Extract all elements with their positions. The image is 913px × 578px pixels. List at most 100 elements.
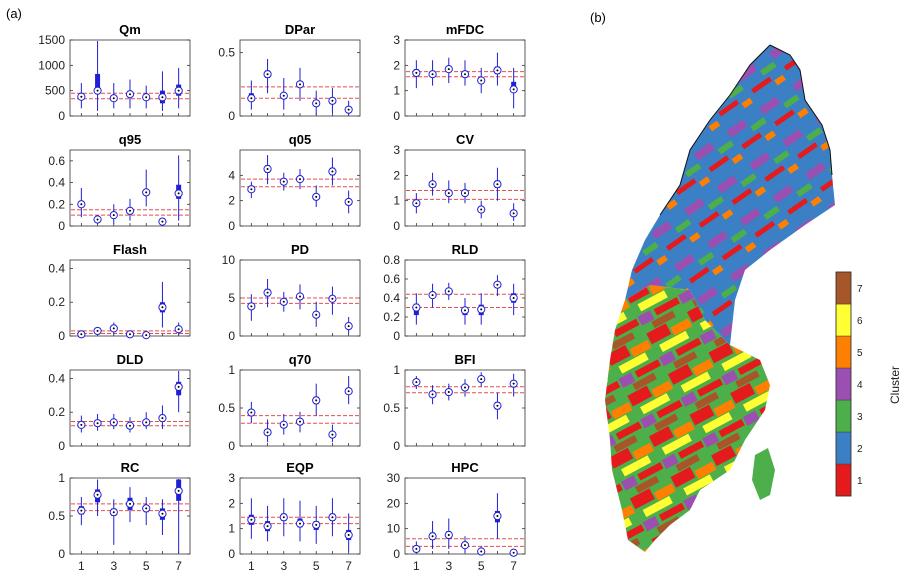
box-cluster-5 bbox=[312, 90, 321, 115]
box-cluster-4 bbox=[125, 79, 135, 109]
y-tick-label: 0.8 bbox=[383, 253, 400, 267]
panel-title: HPC bbox=[451, 460, 479, 475]
median-dot bbox=[80, 423, 83, 426]
x-tick-label: 3 bbox=[445, 559, 452, 573]
box-cluster-1 bbox=[247, 498, 256, 539]
median-dot bbox=[112, 421, 115, 424]
box-cluster-3 bbox=[279, 414, 288, 435]
median-dot bbox=[80, 333, 83, 336]
median-dot bbox=[299, 83, 301, 86]
box-cluster-3 bbox=[109, 83, 118, 109]
panel-title: PD bbox=[291, 242, 309, 257]
y-tick-label: 0.5 bbox=[48, 509, 65, 523]
median-dot bbox=[177, 385, 180, 388]
box-cluster-1 bbox=[412, 293, 421, 325]
box-cluster-6 bbox=[493, 275, 502, 297]
box-cluster-5 bbox=[477, 546, 486, 556]
median-dot bbox=[129, 502, 131, 505]
panel-title: q70 bbox=[289, 352, 311, 367]
median-dot bbox=[282, 94, 285, 97]
box-cluster-5 bbox=[142, 331, 151, 340]
box-cluster-6 bbox=[328, 286, 337, 315]
box-cluster-1 bbox=[412, 60, 421, 89]
y-tick-label: 1 bbox=[393, 84, 400, 98]
box-cluster-3 bbox=[279, 78, 288, 110]
y-tick-label: 0 bbox=[393, 547, 400, 561]
median-dot bbox=[250, 97, 253, 100]
median-dot bbox=[177, 489, 180, 492]
median-dot bbox=[299, 178, 301, 181]
panel-title: EQP bbox=[286, 460, 314, 475]
box-cluster-3 bbox=[109, 499, 118, 545]
median-dot bbox=[512, 551, 515, 554]
median-dot bbox=[347, 108, 350, 111]
map-island-gotland bbox=[752, 448, 775, 500]
median-dot bbox=[282, 516, 285, 519]
median-dot bbox=[282, 180, 285, 183]
box-cluster-1 bbox=[247, 80, 256, 110]
y-tick-label: 0.5 bbox=[218, 46, 235, 60]
box-cluster-4 bbox=[460, 298, 470, 325]
colorbar-tick-label: 4 bbox=[857, 380, 863, 391]
box-cluster-1 bbox=[247, 181, 256, 199]
box-cluster-4 bbox=[460, 379, 470, 397]
box-cluster-3 bbox=[109, 413, 118, 430]
median-dot bbox=[415, 306, 418, 309]
x-tick-label: 7 bbox=[345, 559, 352, 573]
median-dot bbox=[161, 512, 164, 515]
y-tick-label: 0.2 bbox=[48, 405, 65, 419]
box-cluster-7 bbox=[174, 322, 183, 335]
box-cluster-5 bbox=[477, 200, 486, 219]
median-dot bbox=[447, 290, 450, 293]
median-dot bbox=[431, 294, 434, 297]
median-dot bbox=[299, 295, 301, 298]
box-cluster-2 bbox=[428, 385, 437, 405]
median-dot bbox=[250, 518, 253, 521]
y-tick-label: 2 bbox=[228, 496, 235, 510]
panel-title: Qm bbox=[119, 22, 141, 37]
box-cluster-3 bbox=[109, 322, 118, 335]
median-dot bbox=[161, 96, 164, 99]
y-tick-label: 1 bbox=[58, 471, 65, 485]
panel-title: mFDC bbox=[446, 22, 485, 37]
panel-title: q05 bbox=[289, 132, 311, 147]
box-cluster-3 bbox=[444, 282, 453, 300]
median-dot bbox=[447, 534, 450, 536]
panel-title: q95 bbox=[119, 132, 141, 147]
y-tick-label: 0 bbox=[58, 109, 65, 123]
boxplot-panel-mfdc: mFDC 0 1 2 3 bbox=[393, 22, 526, 123]
box-cluster-2 bbox=[263, 279, 272, 308]
median-dot bbox=[282, 300, 285, 303]
median-dot bbox=[331, 99, 334, 102]
colorbar-tick-label: 5 bbox=[857, 348, 863, 359]
median-dot bbox=[331, 170, 334, 173]
median-dot bbox=[512, 297, 515, 299]
y-tick-label: 0 bbox=[228, 439, 235, 453]
median-dot bbox=[96, 218, 99, 221]
median-dot bbox=[512, 382, 515, 385]
median-dot bbox=[431, 73, 434, 76]
y-tick-label: 0.6 bbox=[48, 154, 65, 168]
box-cluster-2 bbox=[263, 59, 272, 94]
box-cluster-1 bbox=[412, 541, 421, 554]
y-tick-label: 0 bbox=[228, 547, 235, 561]
box-cluster-6 bbox=[328, 88, 337, 114]
median-dot bbox=[161, 306, 164, 309]
box-cluster-6 bbox=[493, 493, 502, 539]
y-tick-label: 0.4 bbox=[383, 291, 400, 305]
map-region-north bbox=[625, 45, 835, 345]
box-cluster-7 bbox=[344, 100, 353, 115]
median-dot bbox=[145, 507, 148, 510]
x-tick-label: 3 bbox=[280, 559, 287, 573]
box-cluster-2 bbox=[428, 521, 437, 549]
y-tick-label: 0.2 bbox=[48, 295, 65, 309]
x-tick-label: 7 bbox=[175, 559, 182, 573]
y-tick-label: 0.2 bbox=[48, 197, 65, 211]
x-tick-label: 5 bbox=[478, 559, 485, 573]
y-tick-label: 2 bbox=[393, 168, 400, 182]
y-tick-label: 0.4 bbox=[48, 261, 65, 275]
colorbar-swatch-2 bbox=[835, 431, 852, 465]
box-cluster-2 bbox=[93, 326, 102, 336]
boxplot-panel-q95: q95 0 0.2 0.4 0.6 bbox=[48, 132, 191, 233]
box-cluster-7 bbox=[509, 373, 518, 397]
